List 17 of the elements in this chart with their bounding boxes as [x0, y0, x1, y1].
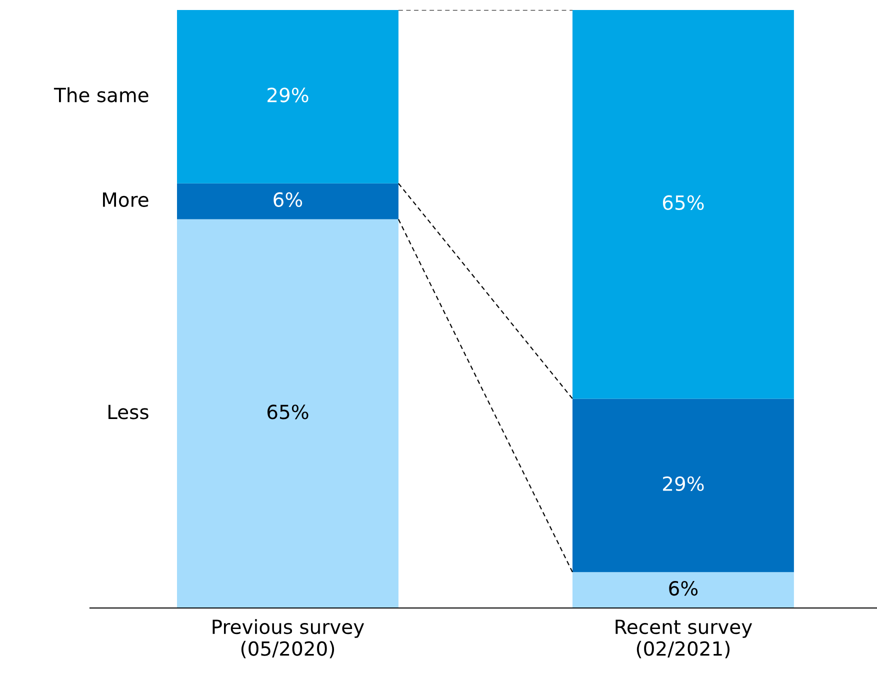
bar [177, 219, 398, 608]
data-label: 29% [663, 476, 704, 492]
series-label: More [103, 192, 148, 207]
data-label: 6% [274, 192, 302, 207]
x-tick-label: Previous survey (05/2020) [212, 619, 364, 658]
series-label: The same [54, 87, 148, 102]
data-label: 65% [662, 195, 704, 210]
data-label: 6% [669, 580, 698, 596]
bar [177, 183, 398, 220]
data-label: 29% [268, 88, 308, 102]
series-label: Less [108, 404, 148, 420]
bar [572, 398, 794, 572]
bar [572, 572, 794, 608]
data-label: 65% [267, 404, 308, 420]
bar [177, 10, 398, 184]
x-tick-label: Recent survey (02/2021) [616, 620, 752, 658]
bar [572, 10, 794, 399]
